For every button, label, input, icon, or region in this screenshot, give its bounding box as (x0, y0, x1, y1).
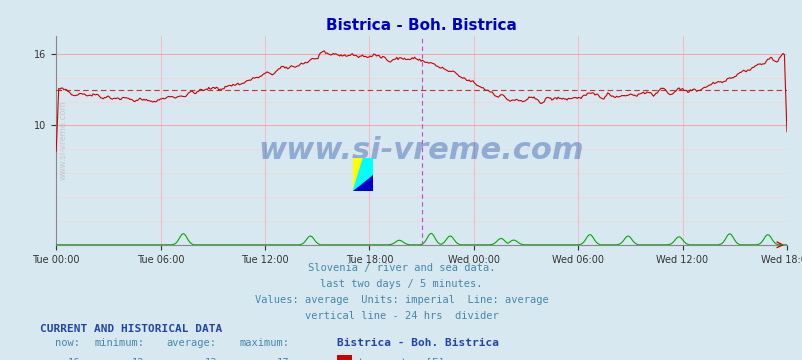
Text: www.si-vreme.com: www.si-vreme.com (258, 136, 584, 165)
Text: vertical line - 24 hrs  divider: vertical line - 24 hrs divider (304, 311, 498, 321)
Text: Values: average  Units: imperial  Line: average: Values: average Units: imperial Line: av… (254, 295, 548, 305)
Text: 16: 16 (67, 358, 80, 360)
Polygon shape (353, 175, 373, 191)
Text: last two days / 5 minutes.: last two days / 5 minutes. (320, 279, 482, 289)
Text: CURRENT AND HISTORICAL DATA: CURRENT AND HISTORICAL DATA (40, 324, 222, 334)
Polygon shape (353, 158, 373, 191)
Text: minimum:: minimum: (95, 338, 144, 348)
Text: temperature[F]: temperature[F] (357, 358, 444, 360)
Text: www.si-vreme.com: www.si-vreme.com (59, 101, 68, 180)
Text: 13: 13 (204, 358, 217, 360)
Text: average:: average: (167, 338, 217, 348)
Polygon shape (353, 158, 363, 191)
Text: 17: 17 (276, 358, 289, 360)
Text: now:: now: (55, 338, 80, 348)
Text: Slovenia / river and sea data.: Slovenia / river and sea data. (307, 263, 495, 273)
Text: maximum:: maximum: (239, 338, 289, 348)
Text: 12: 12 (132, 358, 144, 360)
Title: Bistrica - Boh. Bistrica: Bistrica - Boh. Bistrica (326, 18, 516, 33)
Text: Bistrica - Boh. Bistrica: Bistrica - Boh. Bistrica (337, 338, 499, 348)
